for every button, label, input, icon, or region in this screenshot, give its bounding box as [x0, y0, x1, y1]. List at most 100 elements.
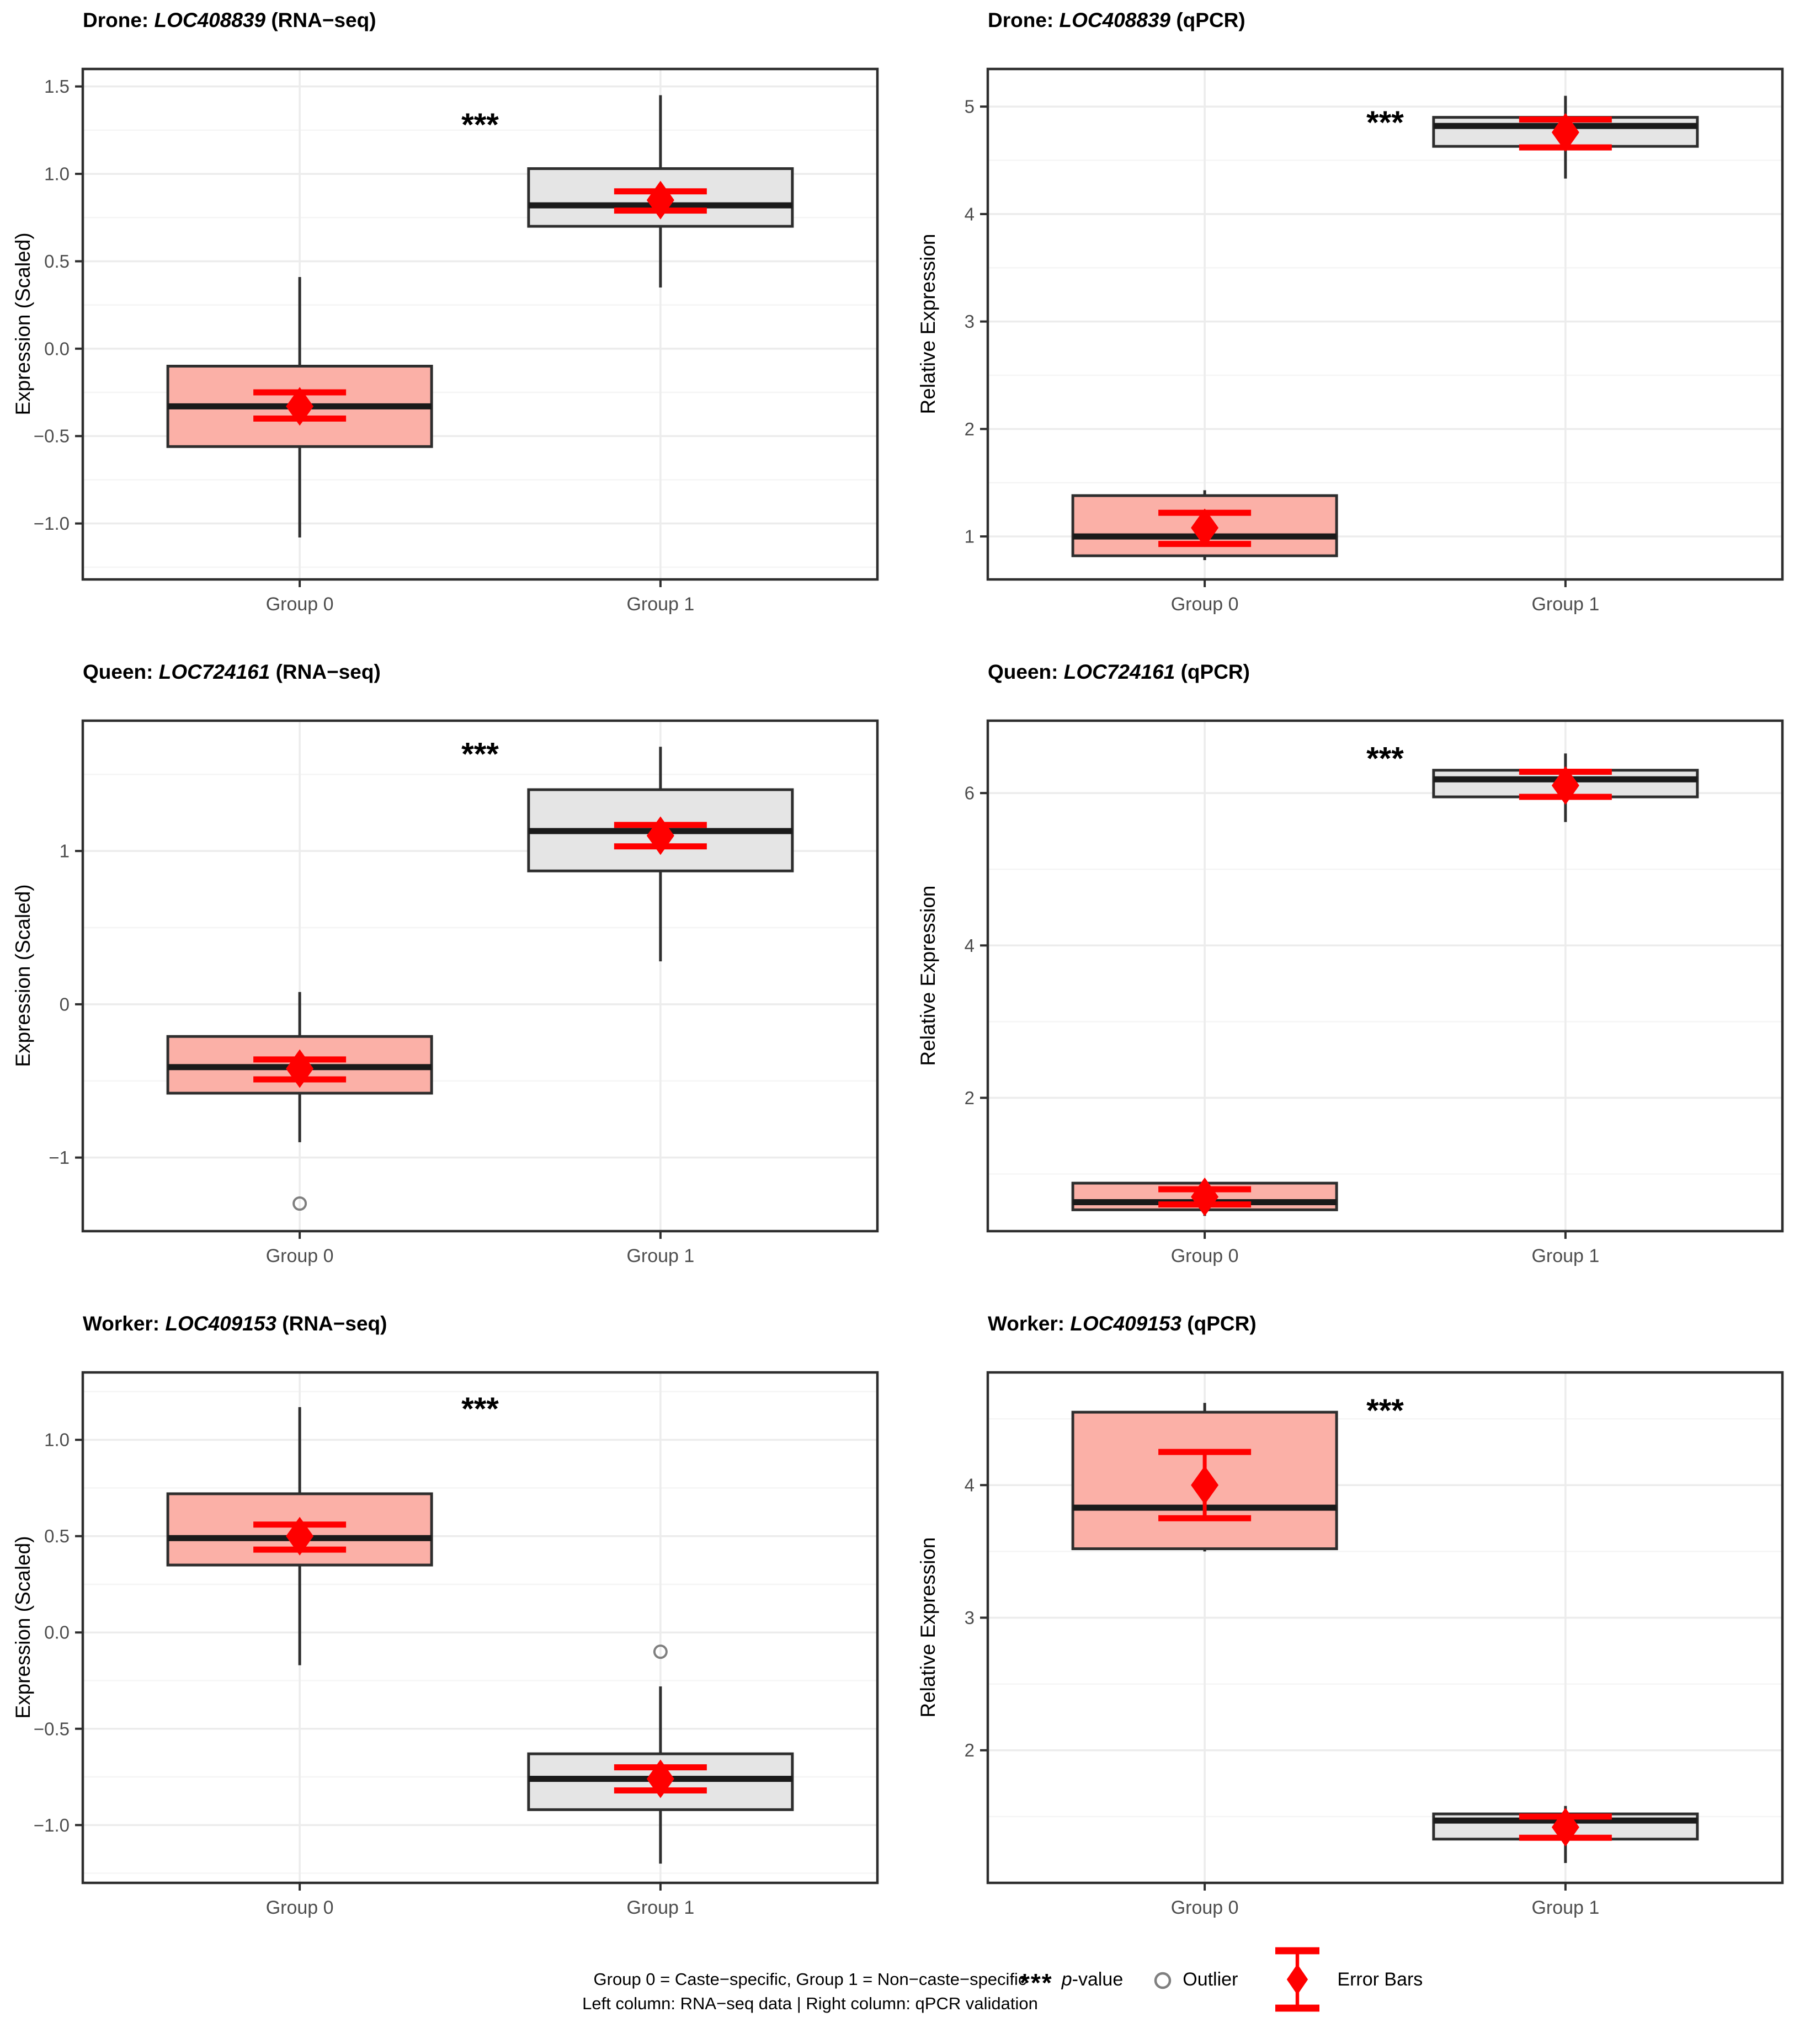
panel-title: Worker: LOC409153 (RNA−seq): [83, 1312, 387, 1335]
pvalue-label: p-value: [1061, 1968, 1124, 1990]
significance-stars: ***: [461, 107, 499, 143]
mean-diamond: [1551, 766, 1579, 805]
panel-title: Queen: LOC724161 (RNA−seq): [83, 661, 381, 684]
y-tick-label: 1: [60, 841, 70, 861]
y-tick-label: −1: [49, 1147, 70, 1168]
y-tick-label: 0.5: [44, 1526, 70, 1546]
panel-border: [81, 1371, 879, 1885]
title-caste: Drone:: [83, 9, 155, 31]
panel-border: [986, 719, 1784, 1233]
gene-name: LOC409153: [165, 1312, 276, 1335]
figure-grid: Drone: LOC408839 (RNA−seq) Expression (S…: [0, 0, 1810, 1955]
error-bar-icon: [1275, 1947, 1320, 2012]
y-tick-label: −1.0: [34, 513, 70, 534]
x-category-label: Group 0: [266, 1897, 334, 1918]
y-tick-label: 1.5: [44, 76, 70, 97]
panel-border: [986, 1371, 1784, 1885]
x-category-label: Group 0: [1171, 1897, 1239, 1918]
title-caste: Queen:: [988, 661, 1064, 683]
y-tick-label: 3: [965, 311, 975, 332]
y-tick-label: 5: [965, 97, 975, 117]
y-tick-label: 4: [965, 1475, 975, 1495]
title-method: (RNA−seq): [276, 1312, 387, 1335]
mean-diamond: [1191, 1466, 1219, 1505]
y-tick-label: 0: [60, 994, 70, 1014]
mean-diamond: [286, 1049, 314, 1088]
x-category-label: Group 0: [266, 594, 334, 615]
y-tick-label: −1.0: [34, 1815, 70, 1835]
x-category-label: Group 1: [1531, 1897, 1599, 1918]
gene-name: LOC408839: [154, 9, 266, 31]
boxplot-canvas: *** 4 3 2 Group 0 Group 1: [965, 1371, 1784, 1918]
panel-title: Worker: LOC409153 (qPCR): [988, 1312, 1257, 1335]
title-caste: Queen:: [83, 661, 159, 683]
panel-drone-qpcr: Drone: LOC408839 (qPCR) Relative Express…: [905, 0, 1810, 652]
mean-diamond: [1551, 1808, 1579, 1847]
outlier-point: [292, 1196, 307, 1211]
legend-item-errorbars: Error Bars: [1266, 1946, 1423, 2013]
errorbar-label: Error Bars: [1337, 1968, 1423, 1990]
x-category-label: Group 1: [626, 594, 694, 615]
title-method: (qPCR): [1170, 9, 1245, 31]
gene-name: LOC724161: [158, 661, 270, 683]
panel-queen-qpcr: Queen: LOC724161 (qPCR) Relative Express…: [905, 652, 1810, 1303]
title-caste: Drone:: [988, 9, 1060, 31]
panel-worker-qpcr: Worker: LOC409153 (qPCR) Relative Expres…: [905, 1303, 1810, 1955]
boxplot-canvas: *** 1.0 0.5 0.0 −0.5 −1.0 Group 0 Group 1: [34, 1371, 879, 1918]
legend: *** p-value Outlier Error Bars: [1020, 1947, 1423, 2012]
y-tick-label: 2: [965, 419, 975, 439]
y-tick-label: 0.0: [44, 338, 70, 359]
y-tick-label: −0.5: [34, 1718, 70, 1739]
panel-border: [81, 67, 879, 581]
outlier-circle-icon: [1154, 1972, 1172, 1989]
y-tick-label: 2: [965, 1088, 975, 1108]
panel-border: [986, 67, 1784, 581]
significance-stars: ***: [461, 737, 499, 773]
title-caste: Worker:: [83, 1312, 166, 1335]
y-tick-label: 1.0: [44, 164, 70, 184]
y-tick-label: 1.0: [44, 1430, 70, 1450]
title-method: (qPCR): [1181, 1312, 1257, 1335]
panel-worker-rnaseq: Worker: LOC409153 (RNA−seq) Expression (…: [0, 1303, 905, 1955]
y-tick-label: 0.5: [44, 251, 70, 272]
panel-queen-rnaseq: Queen: LOC724161 (RNA−seq) Expression (S…: [0, 652, 905, 1303]
y-tick-label: 6: [965, 783, 975, 803]
title-method: (RNA−seq): [270, 661, 381, 683]
gene-name: LOC408839: [1059, 9, 1171, 31]
panel-title: Queen: LOC724161 (qPCR): [988, 661, 1250, 684]
y-tick-label: 1: [965, 526, 975, 547]
mean-diamond: [286, 1516, 314, 1556]
figure-caption-strip: Group 0 = Caste−specific, Group 1 = Non−…: [0, 1947, 1810, 2044]
x-category-label: Group 1: [626, 1897, 694, 1918]
figure-caption: Group 0 = Caste−specific, Group 1 = Non−…: [582, 1967, 1038, 2016]
title-method: (RNA−seq): [265, 9, 376, 31]
y-tick-label: 4: [965, 935, 975, 956]
mean-diamond: [1191, 1177, 1219, 1216]
boxplot-canvas: *** 6 4 2 Group 0 Group 1: [965, 719, 1784, 1266]
title-caste: Worker:: [988, 1312, 1071, 1335]
y-tick-label: 2: [965, 1740, 975, 1760]
y-tick-label: −0.5: [34, 426, 70, 446]
gene-name: LOC724161: [1063, 661, 1175, 683]
significance-stars: ***: [1366, 741, 1404, 777]
panel-drone-rnaseq: Drone: LOC408839 (RNA−seq) Expression (S…: [0, 0, 905, 652]
panel-title: Drone: LOC408839 (qPCR): [988, 9, 1245, 32]
legend-item-pvalue: *** p-value: [1020, 1967, 1124, 1997]
x-category-label: Group 1: [1531, 594, 1599, 615]
significance-stars-icon: ***: [1020, 1968, 1053, 1997]
mean-diamond: [1551, 113, 1579, 152]
y-tick-label: 0.0: [44, 1622, 70, 1643]
gene-name: LOC409153: [1070, 1312, 1181, 1335]
panel-title: Drone: LOC408839 (RNA−seq): [83, 9, 376, 32]
mean-diamond: [646, 1759, 674, 1798]
boxplot-canvas: *** 1.5 1.0 0.5 0.0 −0.5 −1.0 Group 0 Group 1: [34, 67, 879, 615]
outlier-label: Outlier: [1183, 1968, 1238, 1990]
x-category-label: Group 0: [266, 1245, 334, 1266]
mean-diamond: [646, 816, 674, 855]
boxplot-canvas: *** 5 4 3 2 1 Group 0 Group 1: [965, 67, 1784, 615]
mean-diamond: [646, 180, 674, 220]
x-category-label: Group 1: [1531, 1245, 1599, 1266]
significance-stars: ***: [1366, 1393, 1404, 1429]
x-category-label: Group 1: [626, 1245, 694, 1266]
title-method: (qPCR): [1175, 661, 1250, 683]
